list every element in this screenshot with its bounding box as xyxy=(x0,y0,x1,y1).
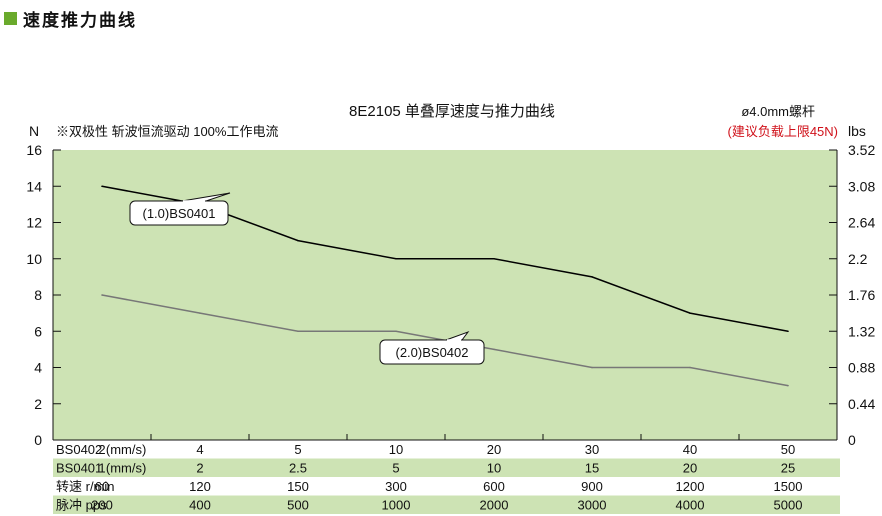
callout-box xyxy=(129,200,229,226)
plot-area xyxy=(53,150,837,440)
table-cell: 5 xyxy=(294,442,301,457)
table-cell: 60 xyxy=(95,479,109,494)
series-point xyxy=(787,330,789,333)
series-point xyxy=(493,257,495,260)
table-cell: 5000 xyxy=(774,498,803,513)
y-tick-label-left: 6 xyxy=(34,323,42,339)
y-axis-title-left: N xyxy=(29,123,39,139)
series-point xyxy=(591,276,593,278)
series-label-1: (1.0)BS0401 xyxy=(143,206,216,221)
table-cell: 15 xyxy=(585,461,599,476)
table-cell: 5 xyxy=(392,461,399,476)
y-tick-label-right: 0.44 xyxy=(848,396,875,412)
chart-title: 8E2105 单叠厚速度与推力曲线 xyxy=(349,103,555,120)
y-tick-label-left: 14 xyxy=(26,178,42,194)
series-point xyxy=(689,312,691,314)
y-tick-label-right: 0.88 xyxy=(848,360,875,376)
section-header: 速度推力曲线 xyxy=(4,6,137,31)
table-cell: 300 xyxy=(385,479,407,494)
series-label-2: (2.0)BS0402 xyxy=(396,345,469,360)
callout-1: (1.0)BS0401 xyxy=(129,192,231,226)
y-tick-label-right: 2.64 xyxy=(848,215,875,231)
y-tick-label-left: 0 xyxy=(34,432,42,448)
y-tick-label-left: 2 xyxy=(34,396,42,412)
table-cell: 30 xyxy=(585,442,599,457)
table-cell: 25 xyxy=(781,461,795,476)
callout-2: (2.0)BS0402 xyxy=(379,330,485,365)
y-tick-label-right: 0 xyxy=(848,432,856,448)
y-axis-title-right: lbs xyxy=(848,123,866,139)
series-point xyxy=(591,366,593,369)
table-cell: 2.5 xyxy=(289,461,307,476)
series-point xyxy=(395,330,397,333)
table-cell: 2 xyxy=(196,461,203,476)
y-tick-label-left: 12 xyxy=(26,215,42,231)
section-title: 速度推力曲线 xyxy=(23,11,137,30)
y-tick-label-right: 3.08 xyxy=(848,178,875,194)
table-row-label: BS0402 (mm/s) xyxy=(56,442,146,457)
table-cell: 10 xyxy=(487,461,501,476)
series-point xyxy=(787,384,789,387)
table-cell: 20 xyxy=(487,442,501,457)
y-tick-label-right: 2.2 xyxy=(848,251,868,267)
table-cell: 400 xyxy=(189,498,211,513)
y-tick-label-left: 16 xyxy=(26,142,42,158)
y-tick-label-left: 10 xyxy=(26,251,42,267)
table-cell: 200 xyxy=(91,498,113,513)
y-tick-label-left: 4 xyxy=(34,360,42,376)
table-cell: 2 xyxy=(98,442,105,457)
series-point xyxy=(297,239,299,242)
table-cell: 1000 xyxy=(382,498,411,513)
table-cell: 10 xyxy=(389,442,403,457)
table-row-label: 脉冲 pps xyxy=(56,498,107,513)
table-cell: 2000 xyxy=(480,498,509,513)
table-cell: 1200 xyxy=(676,479,705,494)
table-cell: 150 xyxy=(287,479,309,494)
screw-note: ø4.0mm螺杆 xyxy=(741,104,815,119)
table-cell: 3000 xyxy=(578,498,607,513)
table-cell: 4 xyxy=(196,442,203,457)
table-row-bg xyxy=(53,458,840,477)
drive-note: ※双极性 斩波恒流驱动 100%工作电流 xyxy=(56,124,278,139)
y-tick-label-right: 1.76 xyxy=(848,287,875,303)
table-cell: 600 xyxy=(483,479,505,494)
table-cell: 500 xyxy=(287,498,309,513)
series-point xyxy=(101,294,103,296)
table-cell: 4000 xyxy=(676,498,705,513)
section-marker-icon xyxy=(4,12,17,25)
table-cell: 120 xyxy=(189,479,211,494)
series-point xyxy=(297,330,299,333)
series-point xyxy=(199,312,201,314)
table-cell: 40 xyxy=(683,442,697,457)
series-point xyxy=(395,257,397,260)
y-tick-label-right: 3.52 xyxy=(848,142,875,158)
table-row-label: BS0401 (mm/s) xyxy=(56,461,146,476)
series-point xyxy=(493,348,495,351)
table-row-bg xyxy=(53,495,840,514)
table-row-label: 转速 r/min xyxy=(56,479,115,494)
series-point xyxy=(101,185,103,188)
table-cell: 1500 xyxy=(774,479,803,494)
y-tick-label-right: 1.32 xyxy=(848,323,875,339)
load-limit-note: (建议负载上限45N) xyxy=(727,124,838,139)
callout-box xyxy=(379,339,485,365)
table-cell: 1 xyxy=(98,461,105,476)
table-cell: 900 xyxy=(581,479,603,494)
table-cell: 20 xyxy=(683,461,697,476)
series-point xyxy=(689,366,691,369)
table-cell: 50 xyxy=(781,442,795,457)
y-tick-label-left: 8 xyxy=(34,287,42,303)
